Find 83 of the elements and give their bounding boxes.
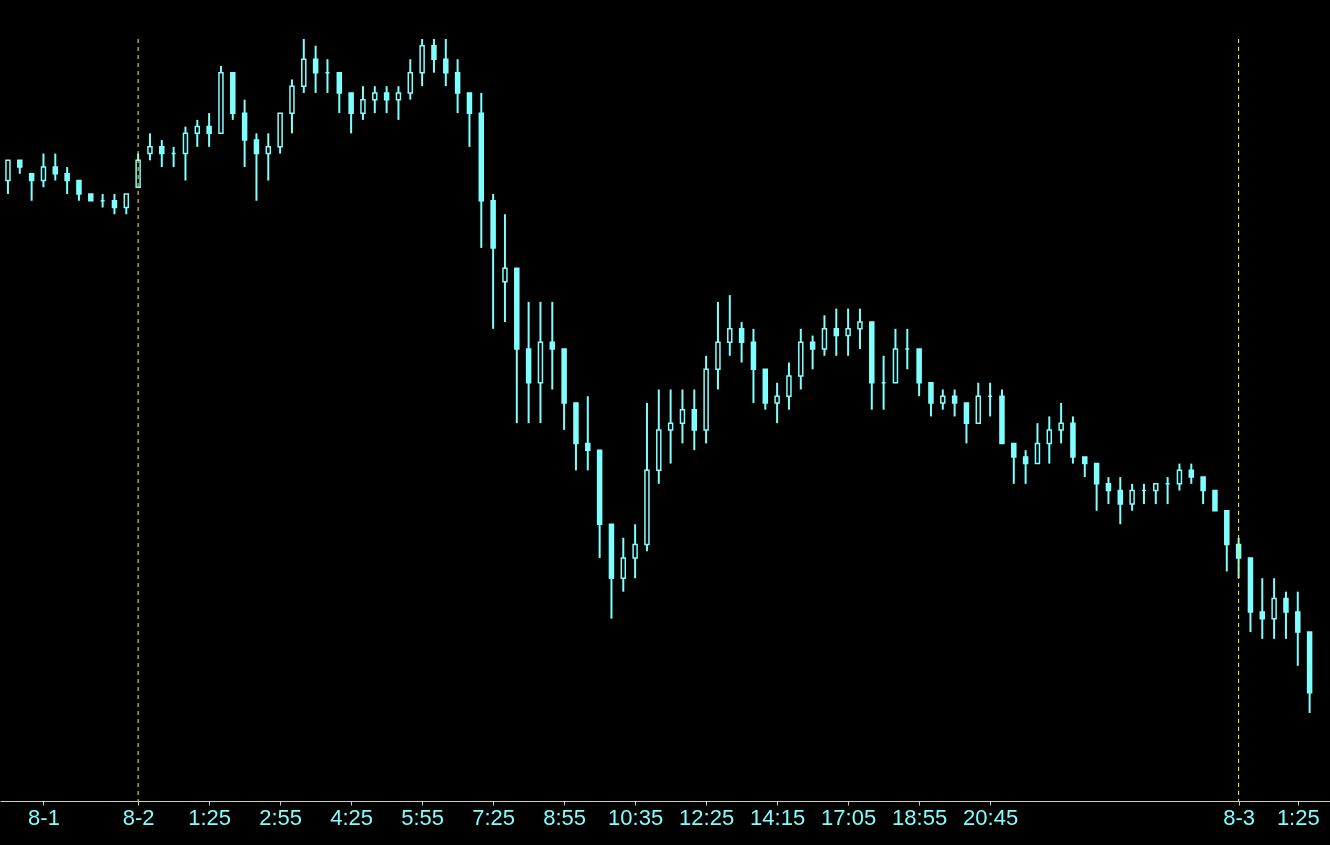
candlestick [679, 388, 686, 445]
candlestick [1105, 476, 1112, 506]
candlestick [1295, 590, 1301, 667]
candlestick [833, 307, 840, 357]
x-tick-label: 8-3 [1223, 804, 1256, 830]
candlestick [52, 152, 59, 182]
candlestick [1034, 422, 1041, 465]
candlestick [1046, 415, 1053, 465]
candlestick [372, 85, 378, 115]
candlestick [774, 381, 780, 425]
x-tick-label: 8:55 [543, 804, 587, 830]
candlestick [667, 388, 674, 465]
candlestick [1129, 482, 1135, 512]
candlestick [407, 58, 414, 101]
x-tick-label: 8-1 [28, 804, 60, 830]
candlestick [1093, 462, 1100, 512]
candlestick [1058, 401, 1064, 445]
candlestick [348, 91, 354, 135]
x-tick-label: 12:25 [679, 804, 735, 830]
candlestick [1188, 462, 1195, 485]
candlestick [443, 38, 449, 88]
candlestick [360, 85, 366, 121]
candlestick [5, 159, 11, 196]
x-tick-label: 5:55 [401, 804, 445, 830]
candlestick [466, 91, 473, 148]
candlestick [206, 112, 212, 148]
candlestick [620, 536, 627, 593]
x-tick-label: 7:25 [472, 804, 516, 830]
x-tick-label: 1:25 [1276, 804, 1320, 830]
candlestick [502, 213, 508, 324]
candlestick [1200, 476, 1206, 506]
candlestick [111, 193, 118, 216]
candlestick [253, 132, 260, 202]
candlestick [395, 85, 402, 121]
candlestick [265, 132, 272, 182]
candlestick [431, 38, 437, 74]
candlestick [28, 172, 35, 202]
candlestick [691, 388, 698, 452]
candlestick [951, 388, 958, 418]
candlestick [1153, 482, 1159, 506]
x-tick-label: 14:15 [750, 804, 806, 830]
x-tick-label: 17:05 [821, 804, 877, 830]
x-tick-label: 18:55 [892, 804, 948, 830]
candlestick [1022, 449, 1029, 485]
candlestick [738, 321, 745, 364]
candlestick [159, 139, 165, 169]
candlestick [727, 294, 733, 357]
candlestick [182, 125, 189, 182]
candlestick [1117, 476, 1124, 526]
candlestick [454, 58, 461, 115]
candlestick [1212, 489, 1218, 512]
candlestick [1271, 577, 1277, 640]
x-tick-label: 4:25 [330, 804, 374, 830]
x-tick-label: 20:45 [963, 804, 1019, 830]
candlestick [963, 401, 970, 445]
candlestick [632, 523, 638, 580]
candlestick [312, 44, 319, 94]
candlestick [123, 193, 130, 216]
candlestick [1283, 590, 1289, 640]
candlestick [1082, 455, 1088, 479]
candlestick [76, 179, 82, 202]
x-tick-label: 2:55 [259, 804, 303, 830]
candlestick [64, 166, 70, 196]
x-tick-label: 8-2 [122, 804, 155, 830]
candlestick [809, 334, 816, 371]
candlestick [845, 307, 851, 357]
candlestick [940, 388, 946, 411]
candlestick [1176, 462, 1183, 492]
candlestick [1259, 577, 1266, 640]
x-tick-label: 1:25 [188, 804, 232, 830]
candlestick [336, 71, 343, 115]
candlestick [549, 300, 556, 391]
candlestick [147, 132, 153, 162]
candlestick [928, 381, 934, 418]
candlestick [786, 361, 792, 411]
candlestick [194, 118, 201, 148]
candlestick [857, 307, 863, 351]
candlestick [383, 85, 390, 115]
x-tick-label: 10:35 [608, 804, 664, 830]
candlestick [821, 314, 828, 357]
candlestick [585, 395, 591, 472]
candlestick [40, 152, 47, 189]
candlestick [1011, 442, 1017, 485]
